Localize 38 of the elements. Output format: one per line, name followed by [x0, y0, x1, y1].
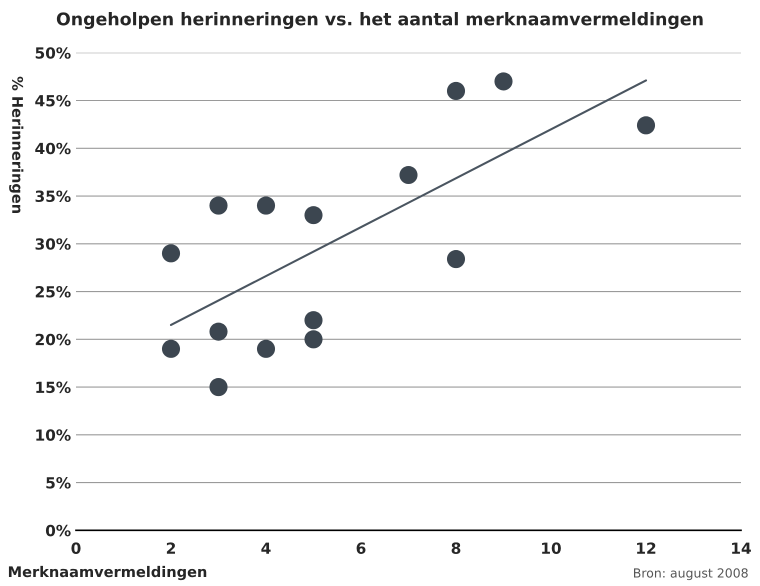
y-tick-label: 35%	[36, 190, 71, 202]
point	[636, 116, 656, 134]
x-tick-label: 12	[637, 542, 656, 554]
y-tick-label: 10%	[36, 429, 71, 441]
point	[162, 340, 180, 358]
x-tick-label: 0	[71, 542, 81, 554]
point	[494, 72, 513, 90]
point	[209, 378, 228, 396]
point	[304, 311, 323, 330]
x-axis-title: Merknaamvermeldingen	[8, 566, 206, 580]
point	[399, 166, 418, 184]
point	[304, 206, 323, 224]
y-tick-label: 5%	[46, 477, 71, 489]
chart-title: Ongeholpen herinneringen vs. het aantal merknaamvermeldingen	[56, 12, 703, 29]
point	[162, 244, 180, 262]
y-tick-label: 20%	[36, 334, 71, 346]
point	[256, 196, 276, 215]
point	[209, 196, 228, 215]
x-tick-label: 6	[356, 542, 366, 554]
y-tick-label: 40%	[35, 142, 71, 154]
x-tick-label: 2	[166, 542, 175, 554]
point	[304, 330, 323, 348]
y-tick-label: 25%	[36, 286, 71, 298]
text: Bron: august 2008	[634, 568, 748, 580]
x-tick-label: 4	[261, 542, 271, 554]
y-tick-label: 30%	[36, 238, 71, 250]
y-tick-label: 45%	[35, 94, 71, 107]
x-tick-label: 14	[732, 542, 751, 554]
y-tick-label: 0%	[46, 524, 71, 536]
point	[256, 340, 276, 358]
point	[209, 322, 228, 341]
y-axis-title: % Herinneringen	[9, 76, 24, 213]
y-tick-label: 50%	[36, 47, 71, 59]
point	[446, 82, 466, 100]
point	[446, 250, 466, 268]
x-tick-label: 8	[452, 542, 460, 554]
x-tick-label: 10	[542, 542, 561, 554]
y-tick-label: 15%	[36, 382, 71, 394]
